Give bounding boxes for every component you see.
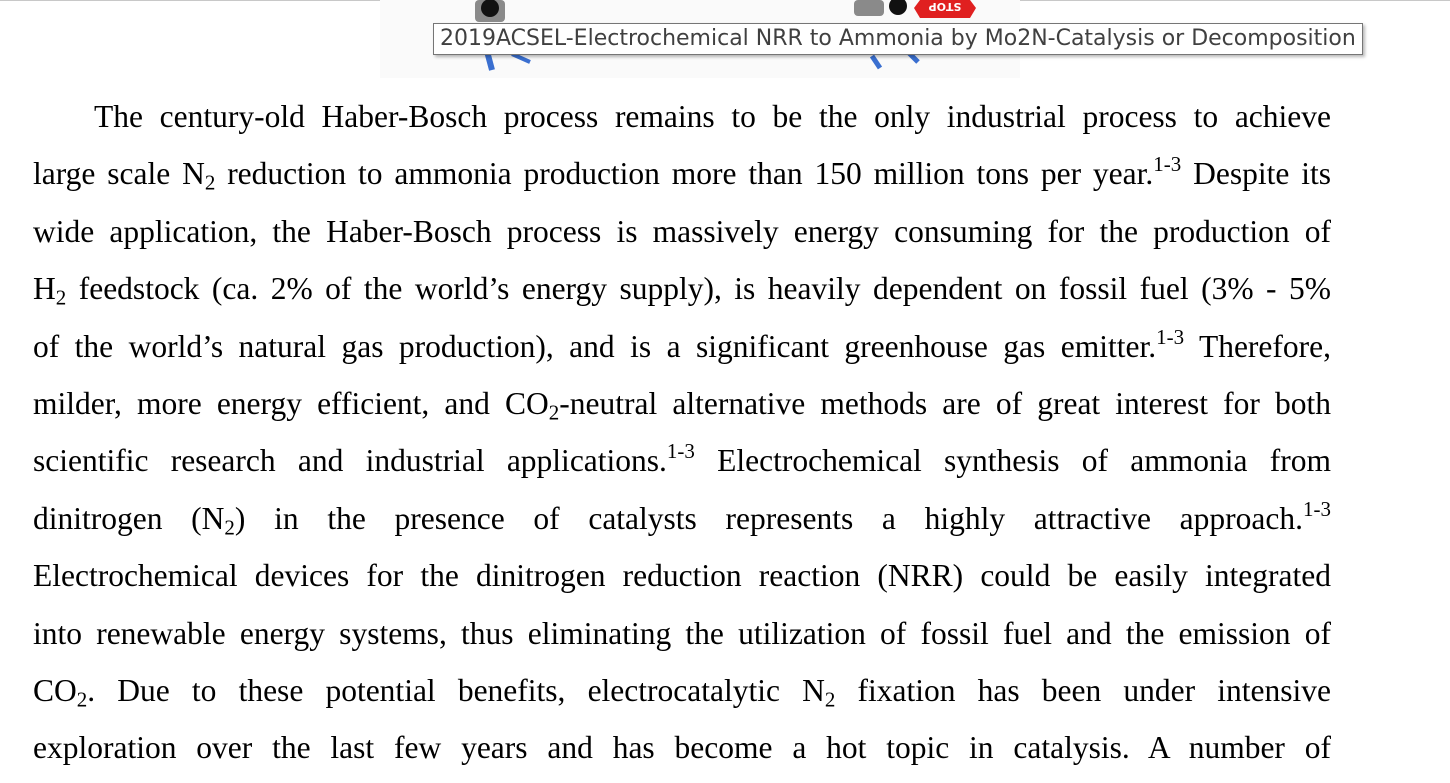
text-line: into renewable energy systems, thus elim… — [33, 615, 1331, 651]
text-line: CO2. Due to these potential benefits, el… — [33, 672, 1331, 712]
stop-sign-label: STOP — [929, 0, 962, 13]
citation: 1-3 — [1156, 324, 1185, 349]
text-line: exploration over the last few years and … — [33, 730, 1331, 766]
text-line: of the world’s natural gas production), … — [33, 324, 1331, 364]
text-line: wide application, the Haber-Bosch proces… — [33, 213, 1331, 249]
citation: 1-3 — [1153, 152, 1182, 177]
citation: 1-3 — [666, 439, 695, 464]
citation: 1-3 — [1303, 496, 1331, 521]
text-line: dinitrogen (N2) in the presence of catal… — [33, 496, 1331, 539]
subscript: 2 — [76, 687, 88, 712]
paragraph: The century-old Haber-Bosch process rema… — [33, 88, 1331, 777]
subscript: 2 — [548, 400, 560, 425]
text-line: Electrochemical devices for the dinitrog… — [33, 558, 1331, 594]
subscript: 2 — [224, 514, 235, 539]
subscript: 2 — [204, 170, 216, 195]
subscript: 2 — [824, 687, 836, 712]
text-line: H2 feedstock (ca. 2% of the world’s ener… — [33, 271, 1331, 310]
tooltip: 2019ACSEL-Electrochemical NRR to Ammonia… — [433, 23, 1363, 55]
text-line: milder, more energy efficient, and CO2-n… — [33, 385, 1331, 425]
text-line: large scale N2 reduction to ammonia prod… — [33, 152, 1331, 195]
traffic-light-icon — [475, 0, 531, 71]
text-line: scientific research and industrial appli… — [33, 439, 1331, 479]
stop-sign-icon: STOP — [914, 0, 976, 18]
figure-graphic: STOP — [475, 0, 976, 71]
text-line: The century-old Haber-Bosch process rema… — [94, 99, 1331, 134]
subscript: 2 — [55, 285, 67, 310]
